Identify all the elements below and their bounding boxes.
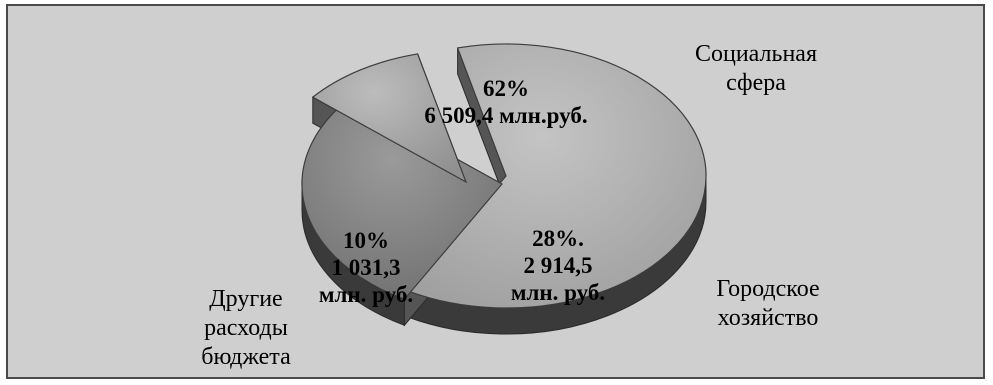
city-economy-value-line: 2 914,5	[524, 253, 593, 278]
other-expenses-value-label: 10% 1 031,3 млн. руб.	[319, 228, 413, 307]
social-sphere-value-line: 62%	[483, 76, 529, 101]
other-expenses-category-line: расходы	[204, 315, 288, 341]
other-expenses-value-line: 1 031,3	[332, 255, 401, 280]
city-economy-category-label: Городское хозяйство	[716, 276, 819, 331]
social-sphere-slice	[407, 43, 707, 309]
other-expenses-slice	[311, 53, 468, 184]
slice-labels: 62% 6 509,4 млн.руб. Социальная сфера 28%. 2 …	[201, 41, 819, 370]
other-expenses-value-line: млн. руб.	[319, 282, 413, 307]
social-sphere-value-line: 6 509,4 млн.руб.	[424, 103, 587, 128]
city-economy-slice	[301, 98, 503, 300]
social-sphere-value-label: 62% 6 509,4 млн.руб.	[424, 76, 587, 128]
other-expenses-value-line: 10%	[343, 228, 389, 253]
chart-frame: 62% 6 509,4 млн.руб. Социальная сфера 28%. 2 …	[6, 4, 985, 379]
social-sphere-category-line: сфера	[726, 70, 786, 96]
city-economy-category-line: Городское	[716, 276, 819, 302]
other-expenses-category-label: Другие расходы бюджета	[201, 286, 291, 370]
social-sphere-category-label: Социальная сфера	[695, 41, 817, 96]
slice-tops	[301, 43, 707, 309]
city-economy-value-label: 28%. 2 914,5 млн. руб.	[511, 226, 605, 305]
city-economy-value-line: 28%.	[532, 226, 584, 251]
other-expenses-category-line: бюджета	[201, 344, 291, 370]
social-sphere-category-line: Социальная	[695, 41, 817, 67]
city-economy-category-line: хозяйство	[718, 305, 819, 331]
pie-chart: 62% 6 509,4 млн.руб. Социальная сфера 28%. 2 …	[201, 41, 819, 370]
other-expenses-category-line: Другие	[209, 286, 282, 312]
city-economy-value-line: млн. руб.	[511, 280, 605, 305]
